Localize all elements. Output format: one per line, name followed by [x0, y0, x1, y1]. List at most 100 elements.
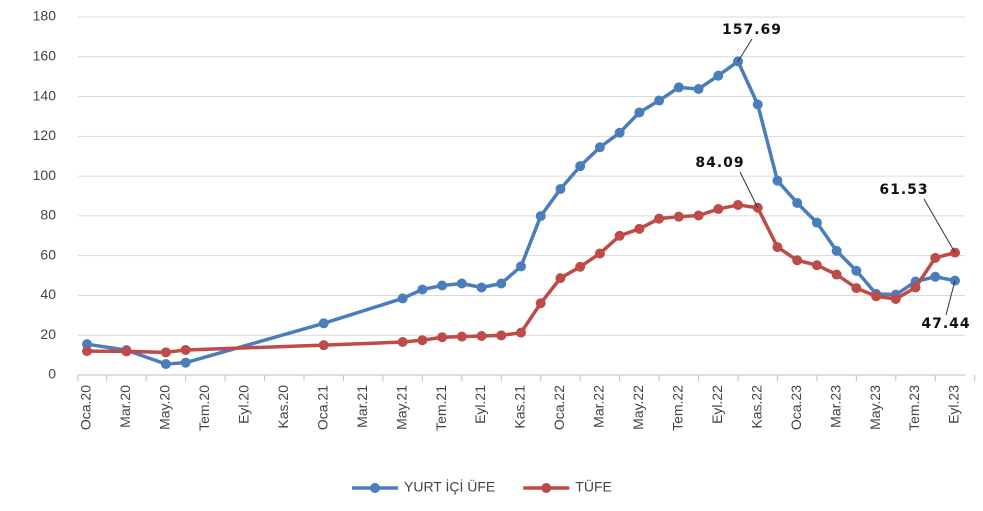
point — [930, 252, 941, 263]
point — [417, 284, 428, 295]
line-segment — [183, 343, 326, 352]
point — [417, 335, 428, 346]
point — [871, 291, 882, 302]
point — [910, 282, 921, 293]
point — [713, 70, 724, 81]
point — [82, 346, 92, 357]
x-tick-label: May.23 — [867, 385, 883, 430]
data-label: 157.69 — [722, 22, 782, 38]
line-segment — [124, 349, 168, 355]
x-tick-label: Oca.23 — [788, 385, 804, 430]
x-tick-label: Mar.20 — [117, 385, 133, 428]
point — [121, 346, 132, 357]
point — [713, 204, 724, 215]
point — [851, 283, 862, 294]
point — [516, 261, 526, 272]
leader-line — [923, 198, 956, 253]
point — [555, 273, 566, 284]
leader-line — [737, 38, 753, 62]
y-tick-label: 160 — [33, 47, 57, 63]
y-tick-label: 180 — [33, 8, 57, 24]
x-tick-label: Kas.22 — [748, 385, 764, 429]
point — [772, 242, 783, 253]
point — [476, 282, 487, 293]
point — [673, 82, 684, 93]
x-tick-label: May.22 — [630, 385, 646, 430]
x-tick-label: Mar.21 — [354, 385, 370, 428]
point — [851, 265, 862, 276]
x-tick-label: Oca.20 — [78, 385, 94, 430]
x-tick-label: Tem.23 — [906, 385, 922, 431]
point — [654, 95, 665, 106]
point — [811, 217, 822, 228]
data-label: 47.44 — [921, 316, 970, 332]
point — [397, 293, 408, 304]
point — [516, 327, 526, 338]
point — [792, 197, 803, 208]
line-segment — [755, 102, 780, 183]
line-segment — [736, 59, 760, 107]
point — [752, 99, 763, 110]
x-tick-label: Eyl.22 — [709, 385, 725, 424]
x-tick-label: Oca.21 — [314, 385, 330, 430]
point — [693, 210, 704, 221]
y-tick-label: 80 — [40, 207, 56, 223]
legend-marker — [370, 483, 380, 493]
x-tick-label: Kas.20 — [275, 385, 291, 429]
y-tick-label: 0 — [48, 366, 56, 382]
point — [555, 184, 566, 195]
point — [82, 339, 92, 350]
x-tick-label: Eyl.20 — [236, 385, 252, 424]
x-tick-label: Oca.22 — [551, 385, 567, 430]
leader-line — [945, 280, 956, 316]
point — [831, 269, 842, 280]
point — [792, 255, 803, 266]
point — [575, 261, 586, 272]
line-segment — [755, 206, 780, 249]
y-tick-label: 20 — [40, 326, 56, 342]
line-segment — [519, 214, 543, 269]
point — [160, 347, 171, 358]
point — [733, 199, 743, 210]
point — [160, 359, 171, 370]
point — [634, 107, 645, 118]
point — [594, 142, 605, 153]
point — [318, 318, 329, 329]
point — [614, 127, 625, 138]
point — [476, 331, 487, 342]
leader-line — [739, 171, 759, 208]
x-tick-label: Mar.22 — [591, 385, 607, 428]
point — [496, 330, 507, 341]
x-tick-label: Eyl.21 — [472, 385, 488, 424]
line-segment — [558, 164, 582, 191]
point — [733, 56, 743, 67]
point — [772, 175, 783, 186]
x-tick-label: Kas.21 — [512, 385, 528, 429]
x-tick-label: May.21 — [393, 385, 409, 430]
line-segment — [538, 187, 563, 218]
line-segment — [321, 340, 405, 347]
line-segment — [854, 269, 878, 296]
x-tick-label: Tem.20 — [196, 385, 212, 431]
line-segment — [815, 220, 839, 253]
point — [437, 280, 448, 291]
y-tick-label: 140 — [33, 87, 57, 103]
point — [811, 260, 822, 271]
point — [456, 331, 467, 342]
line-segment — [183, 321, 326, 365]
point — [831, 245, 842, 256]
point — [496, 278, 507, 289]
x-tick-label: Mar.23 — [827, 385, 843, 428]
legend-marker — [541, 483, 552, 493]
point — [890, 294, 901, 305]
legend-label: YURT İÇİ ÜFE — [404, 478, 495, 495]
point — [673, 211, 684, 222]
y-tick-label: 100 — [33, 167, 57, 183]
line-segment — [913, 256, 938, 290]
point — [594, 248, 605, 259]
point — [456, 278, 467, 289]
point — [535, 211, 546, 222]
x-tick-label: Eyl.23 — [946, 385, 962, 424]
line-segment — [538, 276, 563, 305]
point — [318, 340, 329, 351]
